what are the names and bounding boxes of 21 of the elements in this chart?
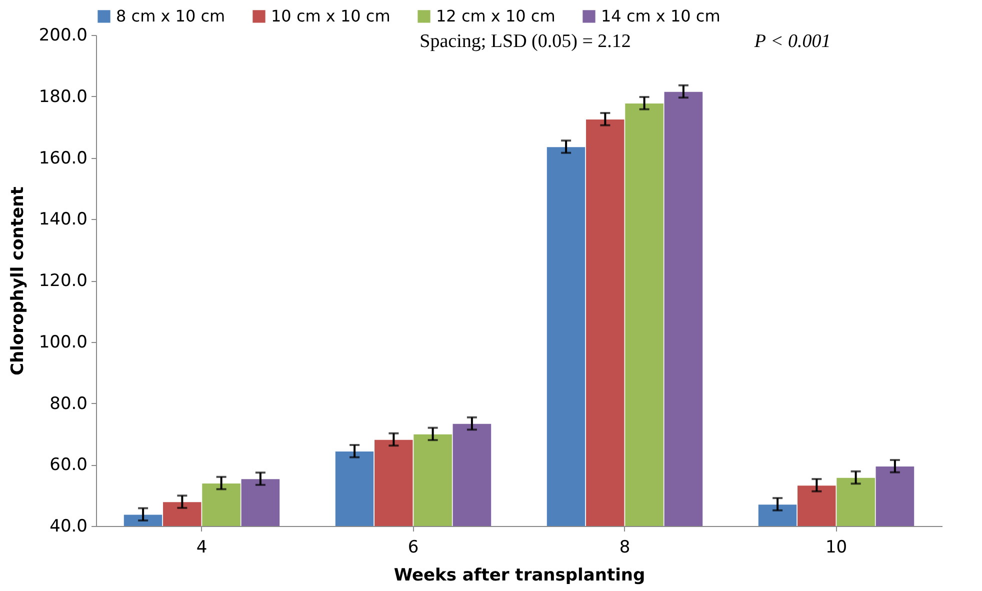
y-tick-label: 200.0 [38,26,88,46]
legend-label: 8 cm x 10 cm [116,6,226,26]
legend-label: 14 cm x 10 cm [601,6,720,26]
y-tick-label: 80.0 [50,394,88,414]
x-tick-label: 6 [408,538,419,558]
y-tick-label: 120.0 [38,271,88,291]
y-tick-label: 160.0 [38,148,88,168]
y-tick-label: 180.0 [38,86,88,107]
x-axis-title: Weeks after transplanting [394,566,646,586]
legend-label: 10 cm x 10 cm [271,6,390,26]
legend-label: 12 cm x 10 cm [436,6,556,26]
annotation: Spacing; LSD (0.05) = 2.12 [420,31,631,52]
x-tick-label: 8 [619,538,630,558]
y-tick-label: 40.0 [50,516,88,536]
y-tick-label: 140.0 [38,210,88,230]
x-tick-label: 10 [825,538,848,558]
annotation: P < 0.001 [753,31,831,52]
y-tick-label: 100.0 [38,332,88,352]
y-tick-label: 60.0 [50,455,88,476]
x-tick-label: 4 [196,538,208,558]
y-axis-title: Chlorophyll content [8,186,28,376]
